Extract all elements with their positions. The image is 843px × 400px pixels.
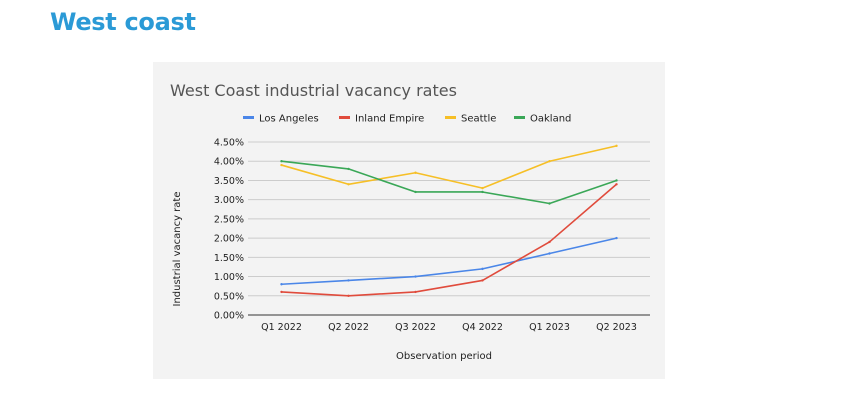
data-point-oakland [347, 167, 350, 171]
data-point-los-angeles [280, 283, 283, 286]
x-axis-ticks: Q1 2022 Q2 2022 Q3 2022 Q4 2022 Q1 2023 Q2 20… [261, 322, 637, 333]
data-point-oakland [280, 160, 283, 163]
legend-swatch-los-angeles [243, 116, 254, 119]
x-tick-label: Q2 2023 [596, 322, 637, 333]
y-tick-label: 4.00% [214, 157, 244, 168]
chart-series [280, 144, 618, 297]
data-point-seattle [414, 171, 417, 174]
legend-label-los-angeles: Los Angeles [259, 114, 319, 125]
chart-legend: Los Angeles Inland Empire Seattle Oakland [243, 114, 571, 125]
data-point-oakland [548, 202, 551, 205]
data-point-oakland [615, 179, 618, 182]
y-axis-label: Industrial vacancy rate [172, 192, 183, 307]
series-line-los-angeles [281, 237, 617, 286]
chart-card: West Coast industrial vacancy rates Los … [153, 62, 665, 379]
x-tick-label: Q1 2022 [261, 322, 302, 333]
x-tick-label: Q1 2023 [529, 322, 570, 333]
y-tick-label: 1.50% [214, 253, 244, 264]
y-tick-label: 0.00% [214, 311, 244, 322]
series-line-oakland [281, 160, 617, 205]
legend-swatch-seattle [445, 116, 456, 119]
data-point-seattle [280, 163, 283, 167]
data-point-inland-empire [347, 294, 350, 297]
x-axis-label: Observation period [396, 351, 492, 362]
y-tick-label: 3.50% [214, 176, 244, 187]
data-point-inland-empire [280, 290, 283, 294]
data-point-inland-empire [481, 279, 484, 282]
data-point-inland-empire [414, 290, 417, 294]
legend-label-seattle: Seattle [461, 114, 496, 125]
data-point-oakland [414, 190, 417, 194]
y-tick-label: 3.00% [214, 195, 244, 206]
series-line-inland-empire [281, 183, 618, 297]
data-point-seattle [615, 144, 618, 148]
line-chart: West Coast industrial vacancy rates Los … [170, 81, 650, 362]
legend-label-inland-empire: Inland Empire [355, 114, 424, 125]
x-tick-label: Q2 2022 [328, 322, 369, 333]
series-line-seattle [281, 145, 617, 189]
y-tick-label: 4.50% [214, 138, 244, 149]
x-tick-label: Q3 2022 [395, 322, 436, 333]
data-point-inland-empire [548, 240, 551, 244]
chart-title: West Coast industrial vacancy rates [170, 81, 457, 100]
data-point-los-angeles [414, 275, 417, 278]
y-tick-label: 1.00% [214, 272, 244, 283]
data-point-inland-empire [615, 183, 618, 186]
y-tick-label: 2.50% [214, 214, 244, 225]
y-axis-ticks: 0.00% 0.50% 1.00% 1.50% 2.00% 2.50% 3.00% 3.50%… [214, 138, 244, 322]
chart-grid [248, 141, 650, 316]
y-tick-label: 2.00% [214, 234, 244, 245]
x-tick-label: Q4 2022 [462, 322, 503, 333]
data-point-los-angeles [481, 267, 484, 271]
legend-swatch-oakland [514, 116, 525, 119]
y-tick-label: 0.50% [214, 291, 244, 302]
legend-label-oakland: Oakland [530, 114, 571, 125]
page-heading: West coast [50, 8, 196, 36]
data-point-oakland [481, 190, 484, 194]
data-point-los-angeles [548, 252, 551, 255]
data-point-seattle [347, 183, 350, 186]
data-point-los-angeles [347, 279, 350, 282]
legend-swatch-inland-empire [339, 116, 350, 119]
data-point-seattle [548, 160, 551, 163]
data-point-los-angeles [615, 236, 618, 240]
data-point-seattle [481, 186, 484, 190]
